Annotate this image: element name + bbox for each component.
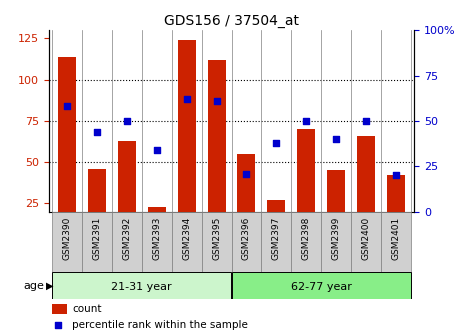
Text: 62-77 year: 62-77 year — [291, 282, 352, 292]
Title: GDS156 / 37504_at: GDS156 / 37504_at — [164, 14, 299, 28]
Text: GSM2397: GSM2397 — [272, 216, 281, 260]
Bar — [88, 169, 106, 245]
Bar — [118, 141, 136, 245]
Point — [93, 129, 100, 134]
Text: GSM2399: GSM2399 — [332, 216, 341, 260]
Point — [123, 118, 130, 124]
Point — [153, 147, 160, 153]
Point — [63, 104, 70, 109]
Bar — [268, 200, 286, 245]
Bar — [52, 304, 67, 314]
Bar — [81, 212, 112, 272]
Bar — [357, 136, 375, 245]
Bar — [51, 272, 232, 299]
Point — [54, 323, 62, 328]
Text: count: count — [72, 304, 102, 314]
Bar — [297, 129, 315, 245]
Text: GSM2401: GSM2401 — [392, 216, 401, 260]
Point — [363, 118, 370, 124]
Text: percentile rank within the sample: percentile rank within the sample — [72, 320, 248, 330]
Text: GSM2400: GSM2400 — [362, 216, 371, 260]
Point — [273, 140, 280, 145]
Text: GSM2392: GSM2392 — [122, 216, 131, 260]
Text: GSM2393: GSM2393 — [152, 216, 161, 260]
Bar — [388, 175, 406, 245]
Bar — [262, 212, 292, 272]
Bar — [171, 212, 201, 272]
Text: age: age — [23, 281, 44, 291]
Point — [303, 118, 310, 124]
Text: GSM2396: GSM2396 — [242, 216, 251, 260]
Point — [333, 136, 340, 142]
Bar — [351, 212, 382, 272]
Text: GSM2398: GSM2398 — [302, 216, 311, 260]
Bar — [321, 212, 351, 272]
Point — [393, 173, 400, 178]
Text: 21-31 year: 21-31 year — [111, 282, 172, 292]
Bar — [238, 154, 256, 245]
Point — [213, 98, 220, 104]
Bar — [142, 212, 171, 272]
Text: GSM2395: GSM2395 — [212, 216, 221, 260]
Bar — [51, 212, 81, 272]
Bar — [112, 212, 142, 272]
Text: ▶: ▶ — [46, 281, 54, 291]
Text: GSM2390: GSM2390 — [62, 216, 71, 260]
Bar — [292, 212, 321, 272]
Bar — [177, 40, 195, 245]
Bar — [327, 170, 345, 245]
Point — [183, 96, 190, 102]
Bar — [232, 272, 412, 299]
Bar — [57, 57, 75, 245]
Bar — [201, 212, 232, 272]
Point — [243, 171, 250, 176]
Bar — [232, 212, 262, 272]
Text: GSM2391: GSM2391 — [92, 216, 101, 260]
Bar — [382, 212, 412, 272]
Bar — [207, 60, 225, 245]
Text: GSM2394: GSM2394 — [182, 216, 191, 260]
Bar — [148, 207, 166, 245]
